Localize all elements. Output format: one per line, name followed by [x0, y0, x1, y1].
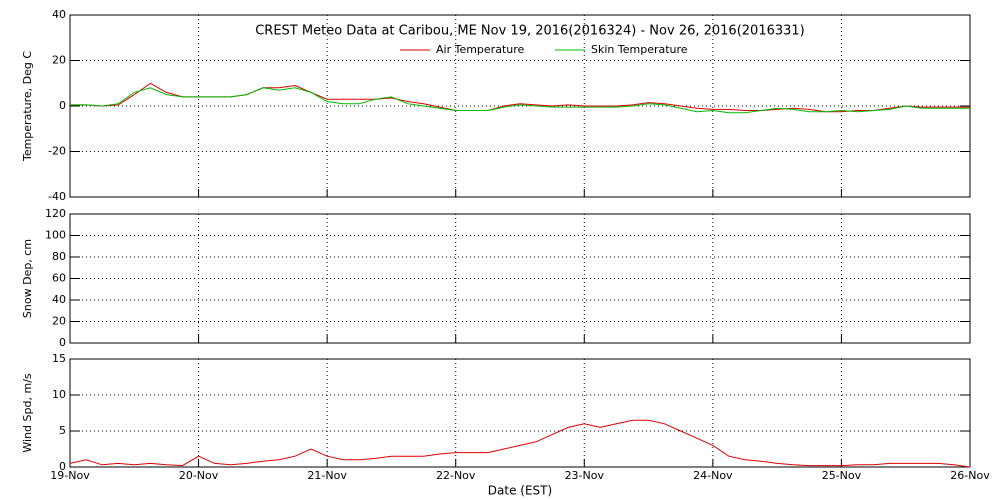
x-tick-label: 24-Nov — [693, 469, 733, 482]
legend-label: Air Temperature — [436, 43, 525, 56]
x-tick-label: 25-Nov — [822, 469, 862, 482]
x-tick-label: 23-Nov — [565, 469, 605, 482]
data-line — [69, 419, 971, 468]
x-tick-label: 22-Nov — [436, 469, 476, 482]
y-tick-label: 100 — [45, 229, 66, 242]
y-tick-label: 80 — [52, 250, 66, 263]
y-tick-label: 40 — [52, 8, 66, 21]
y-axis-label: Wind Spd, m/s — [21, 373, 34, 453]
y-tick-label: 120 — [45, 207, 66, 220]
y-tick-label: 20 — [52, 315, 66, 328]
x-tick-label: 21-Nov — [307, 469, 347, 482]
plot-frame — [69, 358, 971, 468]
y-tick-label: 40 — [52, 293, 66, 306]
data-line — [70, 82, 970, 113]
x-tick-label: 20-Nov — [179, 469, 219, 482]
y-tick-label: -20 — [48, 145, 66, 158]
y-tick-label: 5 — [59, 424, 66, 437]
y-tick-label: 10 — [52, 388, 66, 401]
y-tick-label: -40 — [48, 190, 66, 203]
y-tick-label: 20 — [52, 54, 66, 67]
legend-label: Skin Temperature — [591, 43, 688, 56]
x-tick-label: 19-Nov — [50, 469, 90, 482]
y-tick-label: 60 — [52, 272, 66, 285]
data-line — [70, 87, 970, 114]
chart-title: CREST Meteo Data at Caribou, ME Nov 19, … — [255, 24, 805, 39]
y-tick-label: 0 — [59, 336, 66, 349]
x-axis-label: Date (EST) — [488, 484, 552, 498]
y-tick-label: 0 — [59, 460, 66, 473]
x-tick-label: 26-Nov — [950, 469, 990, 482]
y-tick-label: 15 — [52, 352, 66, 365]
y-axis-label: Temperature, Deg C — [21, 51, 34, 162]
y-tick-label: 0 — [59, 99, 66, 112]
y-axis-label: Snow Dep, cm — [21, 239, 34, 318]
